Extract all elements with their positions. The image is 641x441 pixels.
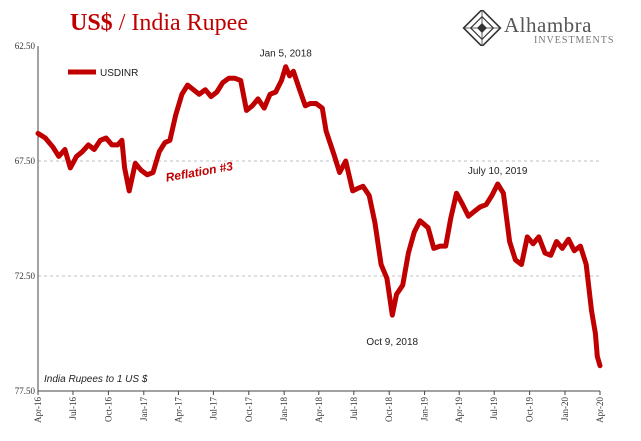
x-tick-label: Jul-18 (349, 397, 359, 420)
annotation-label: Jan 5, 2018 (260, 49, 313, 60)
logo-name: Alhambra (504, 13, 592, 37)
y-tick-label: 67.50 (15, 156, 36, 166)
x-tick-label: Jan-19 (420, 397, 430, 421)
series-line (35, 64, 603, 369)
chart-note: India Rupees to 1 US $ (44, 374, 148, 385)
x-tick-label: Apr-17 (173, 397, 183, 423)
diamond-lattice-icon (462, 8, 502, 48)
x-tick-label: Apr-16 (33, 397, 43, 423)
legend: USDINR (68, 68, 138, 79)
x-tick-label: Apr-19 (454, 397, 464, 423)
grid (38, 160, 600, 277)
annotation-label: Oct 9, 2018 (366, 337, 418, 348)
x-tick-label: Oct-16 (103, 397, 113, 422)
annotation-label: July 10, 2019 (468, 166, 528, 177)
x-tick-label: Jul-16 (68, 397, 78, 420)
logo-subtitle: INVESTMENTS (534, 35, 615, 46)
y-tick-label: 62.50 (15, 41, 36, 51)
legend-label: USDINR (100, 68, 138, 79)
x-tick-label: Oct-19 (525, 397, 535, 422)
x-tick-label: Jul-19 (489, 397, 499, 420)
x-tick-label: Jan-18 (279, 397, 289, 421)
x-tick-label: Jul-17 (208, 397, 218, 420)
chart-title-part2: / India Rupee (112, 10, 248, 36)
chart-title: US$ / India Rupee (70, 10, 248, 37)
x-tick-label: Oct-18 (384, 397, 394, 422)
series-usdinr (35, 64, 603, 369)
x-tick-label: Apr-18 (314, 397, 324, 423)
x-tick-label: Jan-20 (560, 397, 570, 421)
x-tick-label: Apr-20 (595, 397, 605, 423)
y-tick-label: 72.50 (15, 271, 36, 281)
annotation-label: Reflation #3 (165, 159, 235, 185)
y-tick-label: 77.50 (15, 386, 36, 396)
logo: Alhambra INVESTMENTS (462, 8, 637, 48)
x-tick-label: Jan-17 (139, 397, 149, 421)
x-tick-label: Oct-17 (244, 397, 254, 422)
chart-title-part1: US$ (70, 10, 113, 36)
annotations: Jan 5, 2018 Oct 9, 2018 July 10, 2019 Refla… (44, 49, 528, 385)
